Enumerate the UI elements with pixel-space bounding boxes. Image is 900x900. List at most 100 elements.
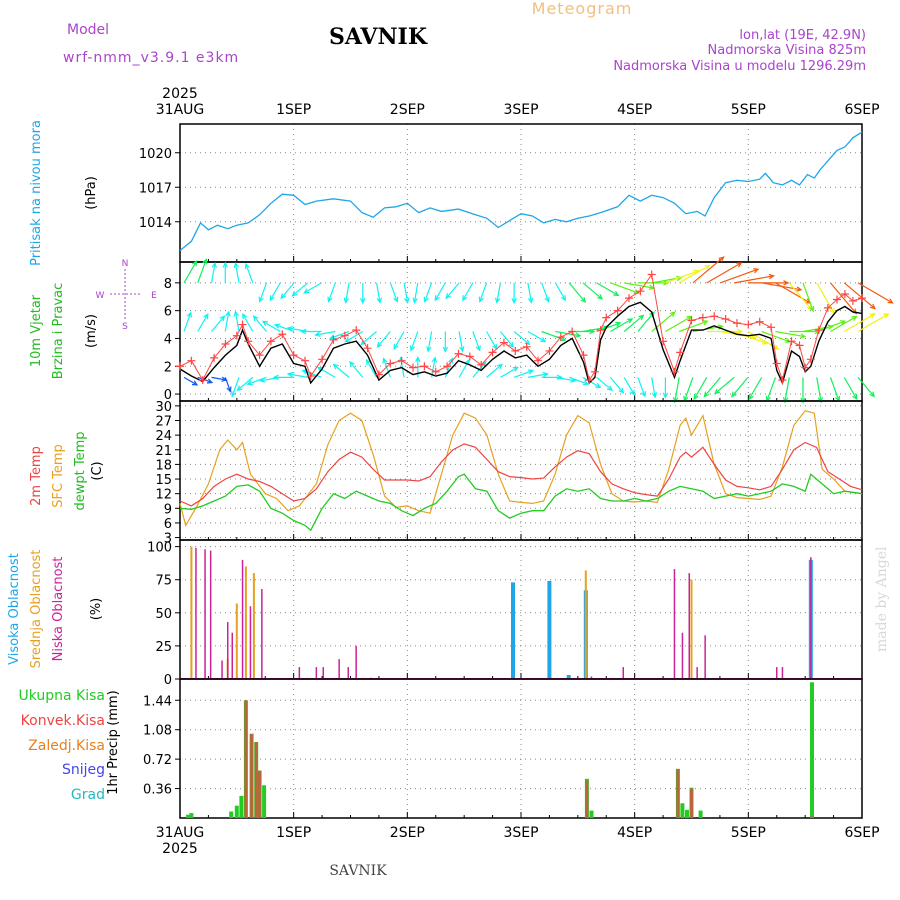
wind-gust-marker bbox=[255, 351, 264, 360]
wind-arrow-head bbox=[736, 262, 743, 268]
wind-arrow-head bbox=[286, 326, 294, 332]
precip-legend-item: Grad bbox=[71, 787, 105, 803]
precip-legend-item: Zaledj.Kisa bbox=[28, 738, 105, 754]
wind-direction-arrow bbox=[610, 318, 633, 333]
wind-arrow-head bbox=[286, 371, 294, 378]
wind-direction-arrow bbox=[410, 331, 419, 351]
wind-arrow-head bbox=[431, 356, 437, 363]
wind-direction-arrow bbox=[830, 282, 857, 314]
mid-cloud-bar bbox=[252, 573, 255, 679]
wind-arrow-head bbox=[202, 258, 208, 265]
y-tick-label: 21 bbox=[155, 444, 172, 459]
wind-arrow-head bbox=[800, 333, 807, 339]
wind-direction-arrow bbox=[527, 282, 532, 303]
total-rain-bar bbox=[698, 810, 703, 818]
wind-arrow-head bbox=[714, 388, 721, 395]
bottom-date-tick-label: 4SEP bbox=[617, 825, 652, 841]
wind-direction-arrow bbox=[775, 282, 811, 304]
y-tick-label: 2 bbox=[164, 360, 172, 375]
wind-direction-arrow bbox=[766, 377, 777, 402]
wind-direction-arrow bbox=[377, 331, 391, 348]
wind-direction-arrow bbox=[568, 376, 589, 385]
wind-direction-arrow bbox=[211, 315, 225, 332]
wind-direction-arrow bbox=[434, 282, 446, 301]
wind-arrow-head bbox=[527, 369, 535, 375]
wind-direction-arrow bbox=[623, 314, 644, 332]
wind-gust-marker bbox=[787, 337, 796, 346]
wind-arrow-head bbox=[627, 318, 634, 324]
low-cloud-bar bbox=[347, 667, 349, 679]
wind-gust-marker bbox=[198, 376, 207, 385]
wind-arrow-head bbox=[226, 386, 232, 393]
wind-gust-marker bbox=[806, 355, 815, 364]
wind-arrow-head bbox=[663, 280, 670, 286]
wind-gust-marker bbox=[698, 313, 707, 322]
bottom-date-tick-label: 6SEP bbox=[844, 825, 879, 841]
sfc-temp-label: SFC Temp bbox=[51, 444, 66, 508]
wind-gust-marker bbox=[278, 330, 287, 339]
top-date-tick-label: 1SEP bbox=[276, 102, 311, 118]
convective-rain-bar bbox=[810, 816, 814, 818]
credit: made by Angel bbox=[874, 546, 890, 652]
low-cloud-bar bbox=[298, 667, 301, 679]
wind-direction-arrow bbox=[333, 364, 350, 378]
wind-direction-arrow bbox=[829, 377, 840, 402]
wind-direction-arrow bbox=[224, 311, 230, 332]
low-cloud-bar bbox=[704, 635, 706, 679]
temp-unit: (C) bbox=[90, 461, 105, 480]
wind-gust-marker bbox=[511, 346, 520, 355]
mid-cloud-bar bbox=[584, 570, 587, 679]
y-tick-label: 30 bbox=[155, 400, 172, 415]
wind-unit: (m/s) bbox=[84, 314, 99, 348]
wind-gust-marker bbox=[238, 320, 247, 329]
wind-direction-arrow bbox=[843, 377, 858, 400]
wind-direction-arrow bbox=[555, 376, 576, 382]
wind-arrow-head bbox=[851, 315, 858, 321]
convective-rain-bar bbox=[258, 770, 262, 818]
pressure-unit: (hPa) bbox=[84, 176, 99, 210]
wind-gust-marker bbox=[340, 331, 349, 340]
wind-direction-arrow bbox=[231, 377, 240, 397]
wind-gust-marker bbox=[363, 344, 372, 353]
wind-arrow-head bbox=[225, 310, 231, 317]
wind-gust-marker bbox=[454, 349, 463, 358]
low-cloud-bar bbox=[681, 632, 684, 679]
wind-direction-arrow bbox=[287, 373, 308, 378]
low-cloud-bar bbox=[355, 645, 357, 679]
low-cloud-bar bbox=[241, 559, 244, 679]
wind-gust-marker bbox=[814, 326, 823, 335]
wind-gust-marker bbox=[858, 294, 866, 303]
wind-gust-marker bbox=[431, 367, 440, 376]
wind-arrow-head bbox=[618, 387, 625, 394]
wind-gust-marker bbox=[710, 312, 719, 321]
temp-2m-line bbox=[179, 441, 863, 507]
wind-gust-marker bbox=[289, 351, 298, 360]
wind-direction-arrow bbox=[651, 377, 656, 398]
low-cloud-bar bbox=[315, 667, 318, 679]
wind-arrow-head bbox=[291, 290, 298, 297]
wind-direction-arrow bbox=[843, 282, 876, 310]
wind-direction-arrow bbox=[527, 373, 548, 378]
wind-gust-marker bbox=[301, 356, 310, 365]
mid-cloud-bar bbox=[244, 566, 247, 679]
wind-direction-arrow bbox=[462, 282, 474, 301]
wind-direction-arrow bbox=[389, 282, 398, 302]
wind-direction-arrow bbox=[317, 366, 336, 378]
wind-direction-arrow bbox=[242, 313, 254, 332]
y-tick-label: 1020 bbox=[139, 147, 172, 162]
wind-direction-arrow bbox=[623, 377, 635, 396]
bottom-year-label: 2025 bbox=[162, 841, 198, 857]
wind-arrow-head bbox=[206, 378, 214, 384]
wind-gust-marker bbox=[647, 270, 656, 279]
wind-arrow-head bbox=[314, 331, 321, 337]
high-cloud-bar bbox=[547, 581, 552, 679]
wind-gust-marker bbox=[744, 320, 753, 329]
wind-direction-arrow bbox=[499, 331, 514, 348]
wind-arrow-head bbox=[219, 315, 226, 322]
wind-arrow-head bbox=[259, 377, 266, 383]
wind-direction-arrow bbox=[693, 377, 708, 400]
wind-direction-arrow bbox=[345, 282, 350, 303]
convective-rain-bar bbox=[690, 788, 693, 818]
wind-gust-marker bbox=[585, 376, 594, 385]
cloud-panel: 0 25 50 75 100 Visoka Oblacnost Srednja Oblacn… bbox=[7, 539, 863, 688]
